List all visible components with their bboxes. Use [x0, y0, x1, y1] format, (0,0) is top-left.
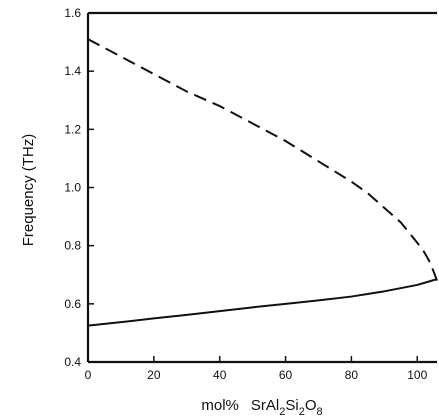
solid-series-line: [87, 278, 438, 327]
formula-part: SrAl: [251, 397, 279, 414]
formula-subscript: 2: [279, 406, 285, 418]
y-tick-label: 0.8: [64, 239, 81, 253]
formula-subscript: 8: [317, 406, 323, 418]
x-axis-title-prefix: mol%: [201, 397, 239, 414]
plot-frame: [86, 11, 437, 364]
y-tick-label: 0.4: [64, 355, 81, 369]
x-axis-ticks: 0 20 40 60 80 100: [85, 356, 428, 382]
x-axis-title: mol% SrAl2Si2O8: [201, 397, 322, 418]
y-tick-label: 1.0: [64, 181, 81, 195]
x-tick-label: 40: [213, 368, 227, 382]
formula-subscript: 2: [299, 406, 305, 418]
series-lines: [87, 38, 438, 327]
y-axis-title: Frequency (THz): [20, 134, 37, 247]
x-tick-label: 80: [345, 368, 359, 382]
x-tick-label: 100: [407, 368, 427, 382]
x-tick-label: 0: [85, 368, 92, 382]
dashed-series-line: [87, 38, 438, 281]
y-tick-label: 1.4: [64, 64, 81, 78]
x-tick-label: 60: [279, 368, 293, 382]
y-tick-label: 1.2: [64, 122, 81, 136]
x-tick-label: 20: [147, 368, 161, 382]
formula-part: Si: [285, 397, 298, 414]
y-tick-label: 1.6: [64, 6, 81, 20]
y-axis-ticks: 0.4 0.6 0.8 1.0 1.2 1.4 1.6: [64, 6, 94, 369]
formula-part: O: [305, 397, 317, 414]
y-tick-label: 0.6: [64, 297, 81, 311]
